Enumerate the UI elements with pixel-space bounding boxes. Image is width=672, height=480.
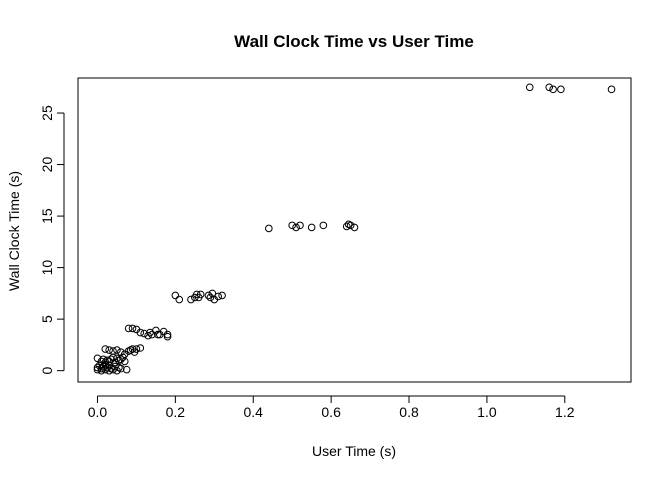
data-point <box>117 348 125 356</box>
data-point <box>525 83 534 92</box>
data-point <box>557 85 565 94</box>
data-point <box>175 295 184 304</box>
y-tick-label: 15 <box>39 208 55 224</box>
x-tick-label: 0.6 <box>321 404 341 420</box>
data-point <box>117 355 125 364</box>
y-tick-label: 0 <box>39 367 55 375</box>
data-point <box>288 221 296 230</box>
data-point <box>350 223 359 232</box>
data-point <box>113 346 121 354</box>
data-point <box>342 222 351 231</box>
x-tick-label: 0.8 <box>399 404 419 420</box>
data-point <box>101 345 110 353</box>
plot-frame <box>77 77 632 383</box>
data-point <box>122 365 131 374</box>
x-tick-label: 1.0 <box>477 404 497 420</box>
x-axis: 0.0 0.2 0.4 0.6 0.8 1.0 1.2 <box>88 395 575 420</box>
data-point <box>163 330 172 339</box>
data-point <box>97 364 106 373</box>
data-point <box>163 332 172 341</box>
data-points <box>93 83 616 375</box>
data-point <box>218 291 226 300</box>
chart-title: Wall Clock Time vs User Time <box>234 32 474 51</box>
data-point <box>136 344 145 352</box>
x-axis-label: User Time (s) <box>312 443 396 459</box>
y-tick-label: 5 <box>39 315 55 323</box>
data-point <box>296 221 304 230</box>
data-point <box>118 353 127 362</box>
x-tick-label: 0.2 <box>166 404 186 420</box>
data-point <box>307 223 316 232</box>
data-point <box>117 364 125 373</box>
data-point <box>113 354 121 363</box>
data-point <box>549 85 557 94</box>
data-point <box>93 365 102 374</box>
x-tick-label: 0.4 <box>244 404 264 420</box>
data-point <box>319 221 328 230</box>
y-tick-label: 25 <box>39 105 55 121</box>
data-point <box>105 366 113 375</box>
data-point <box>148 330 156 339</box>
data-point <box>171 291 180 300</box>
data-point <box>346 221 355 230</box>
data-point <box>154 330 162 339</box>
data-point <box>206 293 215 302</box>
data-point <box>214 292 222 301</box>
data-point <box>105 346 113 354</box>
data-point <box>265 224 273 233</box>
data-point <box>120 357 129 366</box>
data-point <box>187 295 195 304</box>
y-tick-label: 20 <box>39 157 55 173</box>
data-point <box>97 366 106 375</box>
data-point <box>128 324 137 333</box>
data-point <box>111 358 119 367</box>
data-point <box>109 353 117 362</box>
data-point <box>204 291 213 300</box>
y-tick-label: 10 <box>39 260 55 276</box>
data-point <box>132 345 141 353</box>
data-point <box>152 326 160 335</box>
data-point <box>101 365 110 374</box>
data-point <box>607 85 616 94</box>
data-point <box>545 83 554 92</box>
data-point <box>292 223 300 232</box>
x-tick-label: 0.0 <box>88 404 108 420</box>
data-point <box>136 328 145 337</box>
data-point <box>140 329 149 338</box>
y-axis-label: Wall Clock Time (s) <box>6 171 22 291</box>
y-axis: 0 5 10 15 20 25 <box>39 105 65 375</box>
x-tick-label: 1.2 <box>555 404 575 420</box>
data-point <box>196 290 205 299</box>
data-point <box>124 324 133 333</box>
